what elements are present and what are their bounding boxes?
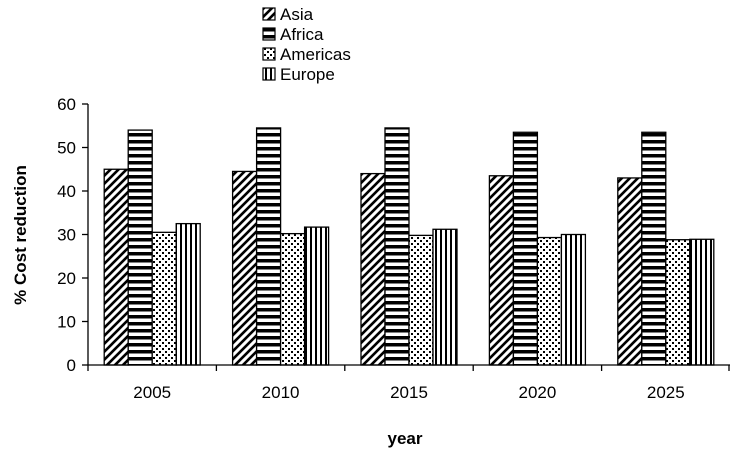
x-tick-label-2020: 2020: [518, 383, 556, 402]
bar-americas-2015: [408, 234, 434, 366]
bar-asia-2005: [103, 168, 129, 366]
bar-asia-2025: [617, 177, 643, 366]
legend-label-europe: Europe: [280, 65, 335, 84]
y-tick-label-20: 20: [57, 269, 76, 288]
x-axis-title: year: [388, 429, 423, 448]
legend-swatch-europe: [262, 67, 276, 81]
bar-asia-2010: [231, 170, 258, 366]
x-tick-label-2025: 2025: [647, 383, 685, 402]
y-tick-label-30: 30: [57, 226, 76, 245]
bars-group: [103, 127, 715, 366]
bar-asia-2015: [360, 172, 386, 366]
y-tick-label-50: 50: [57, 139, 76, 158]
bar-africa-2010: [255, 127, 282, 366]
bar-africa-2025: [641, 131, 667, 366]
bar-europe-2010: [303, 226, 330, 366]
y-tick-label-10: 10: [57, 313, 76, 332]
bar-americas-2025: [665, 239, 691, 366]
bar-americas-2010: [279, 232, 306, 366]
legend-swatch-africa: [262, 27, 276, 41]
axes-group: 0 10 20 30 40 50 60 2005 2010 2015 2020 2025: [57, 95, 730, 402]
legend-label-americas: Americas: [280, 45, 351, 64]
bar-asia-2020: [488, 175, 515, 366]
legend-label-asia: Asia: [280, 5, 314, 24]
y-tick-label-0: 0: [67, 356, 76, 375]
legend-swatch-americas: [262, 47, 276, 61]
bar-europe-2025: [689, 238, 715, 366]
bar-africa-2005: [127, 129, 153, 366]
bar-americas-2005: [151, 231, 177, 366]
bar-africa-2015: [384, 127, 410, 366]
bar-americas-2020: [536, 236, 563, 366]
legend-swatch-asia: [262, 7, 276, 21]
x-tick-label-2015: 2015: [390, 383, 428, 402]
y-axis-title: % Cost reduction: [11, 165, 30, 305]
bar-europe-2005: [175, 222, 201, 366]
y-tick-label-40: 40: [57, 182, 76, 201]
x-tick-label-2010: 2010: [262, 383, 300, 402]
legend-label-africa: Africa: [280, 25, 324, 44]
x-tick-label-2005: 2005: [133, 383, 171, 402]
bar-africa-2020: [512, 131, 539, 366]
bar-europe-2020: [560, 233, 587, 366]
bar-europe-2015: [432, 228, 458, 366]
y-tick-label-60: 60: [57, 95, 76, 114]
